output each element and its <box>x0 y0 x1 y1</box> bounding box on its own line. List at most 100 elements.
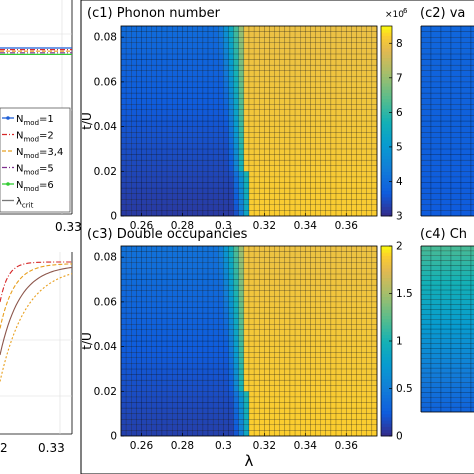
heatmap-cell <box>460 319 472 325</box>
heatmap-cell <box>420 48 432 55</box>
heatmap-cell <box>470 280 474 286</box>
heatmap-cell <box>182 424 188 431</box>
heatmap-cell <box>182 104 188 111</box>
heatmap-cell <box>120 53 127 60</box>
heatmap-cell <box>274 357 280 364</box>
heatmap-cell <box>450 132 462 138</box>
heatmap-cell <box>223 245 229 252</box>
heatmap-cell <box>202 352 209 358</box>
heatmap-cell <box>192 165 198 172</box>
heatmap-cell <box>346 324 352 331</box>
heatmap-cell <box>330 98 337 105</box>
heatmap-cell <box>243 154 250 161</box>
heatmap-cell <box>120 430 127 437</box>
heatmap-cell <box>187 37 193 43</box>
heatmap-cell <box>207 204 214 211</box>
heatmap-cell <box>233 137 239 144</box>
heatmap-cell <box>156 419 163 426</box>
heatmap-cell <box>141 312 147 319</box>
colorbar-segment <box>381 366 392 370</box>
heatmap-cell <box>218 98 224 105</box>
heatmap-cell <box>182 70 188 77</box>
heatmap-cell <box>335 37 342 43</box>
heatmap-cell <box>420 193 432 200</box>
heatmap-cell <box>450 148 462 155</box>
heatmap-cell <box>279 109 286 116</box>
heatmap-cell <box>330 324 337 331</box>
heatmap-cell <box>320 284 326 291</box>
heatmap-cell <box>197 70 204 77</box>
heatmap-cell <box>420 87 432 94</box>
heatmap-cell <box>440 132 452 138</box>
heatmap-cell <box>351 187 357 194</box>
heatmap-cell <box>470 182 474 189</box>
heatmap-cell <box>136 257 142 263</box>
heatmap-cell <box>156 42 163 49</box>
heatmap-cell <box>233 424 239 431</box>
heatmap-cell <box>187 204 193 211</box>
heatmap-cell <box>269 268 275 275</box>
heatmap-cell <box>146 76 152 83</box>
heatmap-cell <box>284 374 291 381</box>
heatmap-cell <box>305 352 311 358</box>
heatmap-cell <box>212 132 219 138</box>
heatmap-cell <box>218 312 224 319</box>
heatmap-cell <box>212 187 219 194</box>
heatmap-cell <box>259 59 265 66</box>
heatmap-cell <box>212 48 219 55</box>
heatmap-cell <box>335 340 342 347</box>
heatmap-cell <box>284 329 291 336</box>
heatmap-cell <box>420 159 432 166</box>
heatmap-cell <box>120 424 127 431</box>
heatmap-cell <box>284 262 291 269</box>
heatmap-cell <box>223 290 229 297</box>
heatmap-cell <box>325 357 332 364</box>
heatmap-cell <box>172 109 178 116</box>
heatmap-cell <box>450 187 462 194</box>
heatmap-cell <box>366 204 373 211</box>
colorbar-segment <box>381 102 392 106</box>
heatmap-cell <box>223 329 229 336</box>
x-tick-label: 0.36 <box>335 440 359 452</box>
heatmap-cell <box>192 204 198 211</box>
heatmap-cell <box>156 171 163 178</box>
heatmap-cell <box>248 324 255 331</box>
heatmap-cell <box>279 59 286 66</box>
heatmap-cell <box>197 204 204 211</box>
heatmap-cell <box>218 187 224 194</box>
colorbar-segment <box>381 385 392 389</box>
heatmap-cell <box>305 340 311 347</box>
heatmap-cell <box>340 154 347 161</box>
heatmap-cell <box>274 385 280 392</box>
heatmap-cell <box>320 76 326 83</box>
heatmap-cell <box>120 92 127 99</box>
heatmap-cell <box>371 324 378 331</box>
heatmap-cell <box>202 324 209 331</box>
heatmap-cell <box>259 87 265 94</box>
heatmap-cell <box>120 396 127 403</box>
colorbar-segment <box>381 391 392 396</box>
heatmap-cell <box>177 87 183 94</box>
heatmap-cell <box>166 340 173 347</box>
heatmap-cell <box>310 98 316 105</box>
heatmap-cell <box>238 154 245 161</box>
heatmap-cell <box>146 176 152 183</box>
heatmap-cell <box>320 176 326 183</box>
heatmap-cell <box>356 204 362 211</box>
heatmap-cell <box>279 92 286 99</box>
heatmap-cell <box>315 391 321 398</box>
heatmap-cell <box>361 430 367 437</box>
heatmap-cell <box>330 352 337 358</box>
heatmap-cell <box>212 312 219 319</box>
heatmap-cell <box>440 348 452 354</box>
heatmap-cell <box>274 53 280 60</box>
heatmap-cell <box>253 199 260 206</box>
c3-axes-box <box>120 245 378 437</box>
heatmap-cell <box>238 301 245 308</box>
heatmap-cell <box>279 115 286 122</box>
heatmap-cell <box>430 109 442 116</box>
heatmap-cell <box>289 64 296 71</box>
heatmap-cell <box>330 329 337 336</box>
heatmap-cell <box>253 279 260 286</box>
